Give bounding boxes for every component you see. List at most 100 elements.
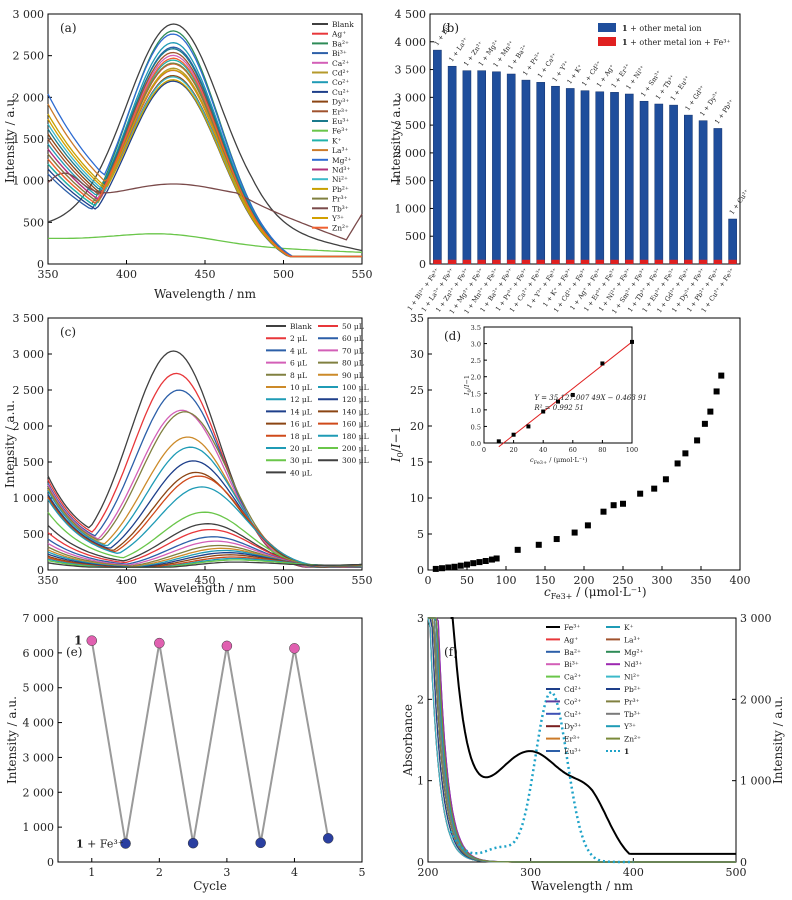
data-point [493, 555, 500, 562]
legend-label: Bi³⁺ [564, 660, 579, 669]
y-axis-label: Absorbance [401, 704, 415, 777]
bar-blue [654, 103, 664, 265]
y-tick-label: 2 [417, 693, 424, 706]
x-axis-label: Cycle [193, 879, 227, 893]
data-point [718, 372, 725, 379]
inset-x-tick-label: 0 [482, 446, 486, 454]
data-point [553, 536, 560, 543]
y-tick-label: 0 [419, 258, 426, 271]
y2-tick-label: 3 000 [740, 612, 772, 625]
legend-label: Y³⁺ [623, 722, 636, 731]
legend-label: Nd³⁺ [332, 166, 350, 175]
data-point [713, 388, 720, 395]
bar-red [610, 259, 619, 264]
legend-label: La³⁺ [624, 635, 640, 644]
absorbance-line [428, 617, 736, 863]
bar-red [669, 259, 678, 264]
bar-red [507, 259, 516, 264]
legend-label: 30 μL [290, 456, 312, 465]
inset-y-tick-label: 2.0 [471, 374, 481, 382]
y-tick-label: 2 000 [395, 147, 427, 160]
cycle-point [187, 837, 199, 849]
bar-blue [462, 70, 472, 265]
y-tick-label: 2 000 [13, 91, 45, 104]
x-tick-label: 300 [520, 866, 541, 879]
x-tick-label: 450 [195, 574, 216, 587]
x-tick-label: 100 [496, 574, 517, 587]
inset-x-label: cFe3+ / (μmol·L⁻¹) [530, 456, 588, 466]
legend-label: Ag⁺ [331, 30, 346, 39]
cycle-point [154, 637, 165, 649]
legend-label: Cd²⁺ [564, 685, 582, 694]
legend-label: 200 μL [342, 444, 369, 453]
legend-label: 1 + other metal ion [622, 23, 702, 33]
absorbance-line [428, 617, 736, 863]
bar-red [477, 259, 486, 264]
inset-point [630, 339, 634, 344]
bar-red [595, 259, 604, 264]
bar-blue [698, 120, 708, 265]
y-tick-label: 30 [410, 348, 424, 361]
inset-x-tick-label: 100 [626, 446, 638, 454]
x-tick-label: 400 [623, 866, 644, 879]
series-line [47, 57, 362, 258]
panel-label: (d) [444, 329, 461, 343]
inset-x-tick-label: 80 [598, 446, 606, 454]
legend-label: Co²⁺ [332, 78, 349, 87]
y-tick-label: 2 500 [395, 119, 427, 132]
y-tick-label: 0 [417, 564, 424, 577]
panel-e: 0 1 000 2 000 3 000 4 000 5 000 6 000 7 000 1 2 3 4… [5, 612, 366, 893]
data-point [701, 420, 708, 427]
y-tick-label: 5 000 [23, 682, 55, 695]
data-point [445, 564, 452, 571]
x-tick-label: 4 [291, 866, 298, 879]
data-point [600, 508, 607, 515]
legend-label: Ba²⁺ [564, 648, 581, 657]
data-point [514, 546, 521, 553]
panel-label: (e) [66, 645, 82, 659]
legend-label: 18 μL [290, 432, 312, 441]
absorbance-line [428, 617, 736, 863]
absorbance-line [428, 617, 736, 863]
bar-blue [684, 114, 693, 265]
legend-label: 10 μL [290, 383, 312, 392]
bar-blue [639, 100, 649, 265]
y-tick-label: 3 000 [395, 91, 427, 104]
bar-blue [565, 88, 575, 265]
x-tick-label: 500 [726, 866, 747, 879]
bar-red [521, 259, 531, 264]
y-tick-label: 7 000 [23, 612, 55, 625]
legend-label: Er³⁺ [332, 107, 348, 116]
legend-label: Tb³⁺ [624, 710, 641, 719]
inset-y-tick-label: 1.0 [471, 407, 481, 415]
legend-label: Dy³⁺ [332, 98, 349, 107]
y-tick-label: 1 500 [13, 456, 45, 469]
legend-label: Blank [290, 322, 312, 331]
inset-point [570, 392, 575, 397]
legend-label: Cd²⁺ [332, 69, 350, 78]
x-tick-label: 450 [195, 268, 216, 281]
x-tick-label: 350 [691, 574, 712, 587]
absorbance-line [428, 617, 736, 863]
inset-y-tick-label: 0.0 [471, 440, 481, 448]
y-tick-label: 500 [23, 216, 44, 229]
inset-y-tick-label: 3.5 [471, 324, 481, 332]
inset-point [541, 409, 546, 414]
legend-label: Mg²⁺ [624, 648, 643, 657]
legend-label: 60 μL [342, 334, 364, 343]
y-tick-label: 4 500 [395, 8, 427, 21]
bar-red [448, 259, 457, 264]
y-tick-label: 2 000 [23, 786, 55, 799]
absorbance-line [428, 617, 736, 863]
legend-label: Y³⁺ [331, 214, 344, 223]
bar-red [684, 259, 693, 264]
legend-swatch [598, 23, 616, 32]
data-point [682, 450, 689, 457]
data-point [476, 559, 483, 566]
plot-frame [427, 617, 737, 863]
bar-blue [477, 70, 486, 265]
bar-red [551, 259, 560, 264]
legend-label: 50 μL [342, 322, 364, 331]
y-tick-label: 1 000 [23, 821, 55, 834]
legend-label: Ni²⁺ [624, 673, 640, 682]
